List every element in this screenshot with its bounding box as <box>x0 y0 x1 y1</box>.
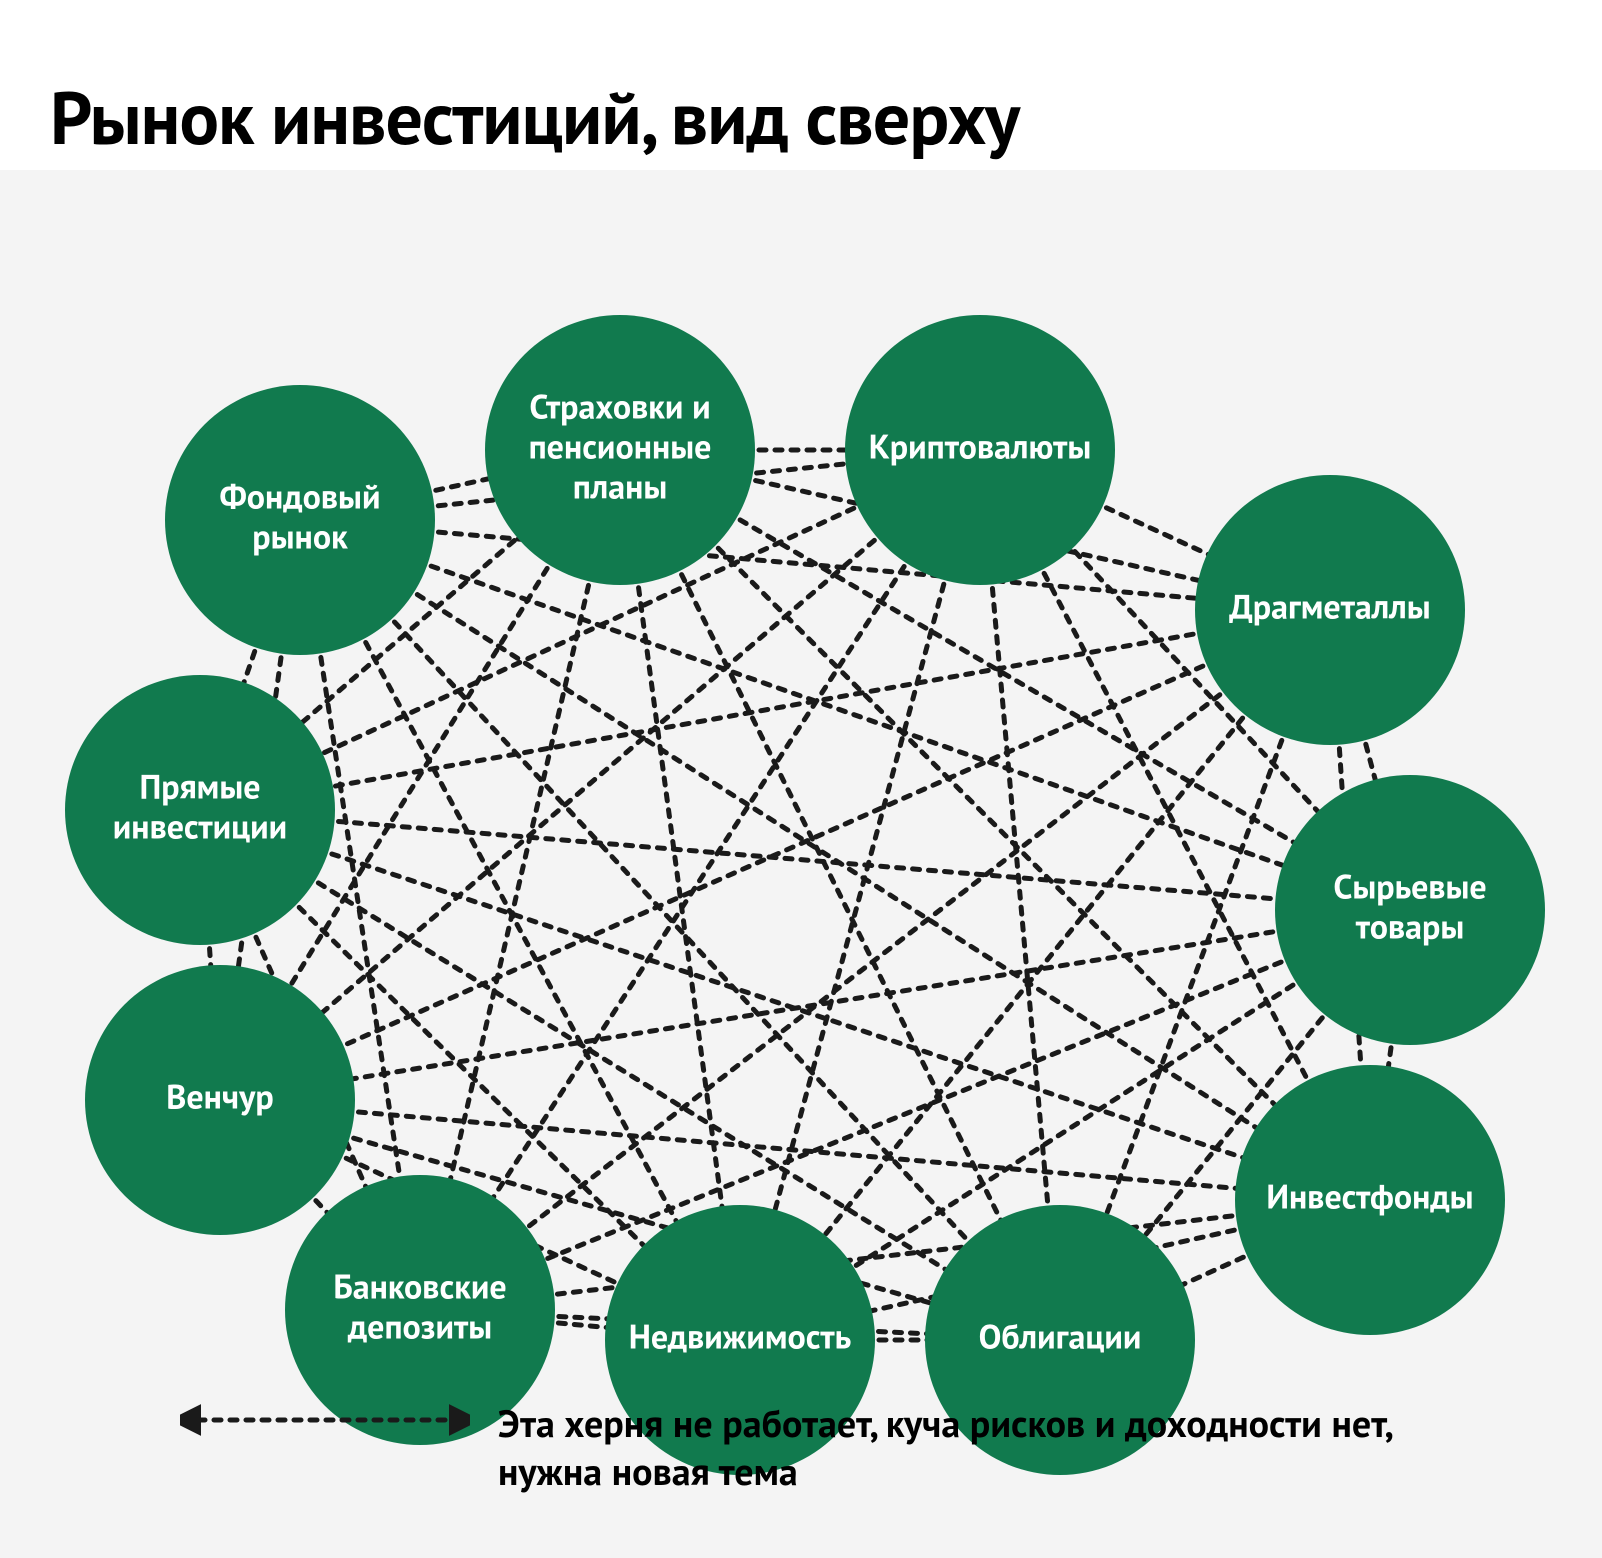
node-funds: Инвестфонды <box>1235 1065 1505 1335</box>
edge <box>772 569 948 1221</box>
nodes-group: ФондовыйрынокСтраховки ипенсионныепланыК… <box>65 315 1545 1475</box>
node-label: пенсионные <box>529 425 712 469</box>
page: Рынок инвестиций, вид сверху Фондовыйрын… <box>0 0 1602 1558</box>
page-title: Рынок инвестиций, вид сверху <box>50 70 1552 165</box>
node-label: инвестиции <box>113 805 287 849</box>
node-label: Сырьевые <box>1333 864 1486 908</box>
node-stocks: Фондовыйрынок <box>165 385 435 655</box>
edge <box>1172 1251 1258 1290</box>
diagram-panel: ФондовыйрынокСтраховки ипенсионныепланыК… <box>0 170 1602 1558</box>
node-label: Прямые <box>139 764 260 808</box>
legend-arrow-icon <box>180 1400 470 1440</box>
edge <box>534 956 1296 1264</box>
node-label: Фондовый <box>220 474 381 518</box>
edge <box>317 849 1254 1161</box>
network-diagram: ФондовыйрынокСтраховки ипенсионныепланыК… <box>0 170 1602 1558</box>
node-venture: Венчур <box>85 965 355 1235</box>
node-label: товары <box>1356 905 1465 949</box>
node-insurance: Страховки ипенсионныепланы <box>485 315 755 585</box>
node-commod: Сырьевыетовары <box>1275 775 1545 1045</box>
node-label: Страховки и <box>529 384 710 428</box>
node-crypto: Криптовалюты <box>845 315 1115 585</box>
edge <box>333 660 1218 1051</box>
node-label: планы <box>573 465 668 509</box>
node-label: Облигации <box>979 1315 1142 1359</box>
edge <box>358 628 682 1231</box>
legend-text: Эта херня не работает, куча рисков и дох… <box>498 1400 1418 1495</box>
edge <box>517 685 1232 1235</box>
edge <box>817 706 1252 1245</box>
edge <box>420 476 500 493</box>
node-label: Инвестфонды <box>1266 1175 1473 1219</box>
node-label: Банковские <box>333 1264 506 1308</box>
node-label: Венчур <box>166 1075 273 1119</box>
node-label: Драгметаллы <box>1229 585 1430 629</box>
node-metals: Драгметаллы <box>1195 475 1465 745</box>
edge <box>1092 501 1218 559</box>
node-label: Криптовалюты <box>869 425 1092 469</box>
node-direct: Прямыеинвестиции <box>65 675 335 945</box>
node-label: Недвижимость <box>629 1315 851 1359</box>
legend: Эта херня не работает, куча рисков и дох… <box>180 1400 1418 1495</box>
edge <box>321 631 1209 788</box>
node-label: рынок <box>252 515 348 559</box>
edge <box>487 553 913 1207</box>
node-label: депозиты <box>347 1305 492 1349</box>
